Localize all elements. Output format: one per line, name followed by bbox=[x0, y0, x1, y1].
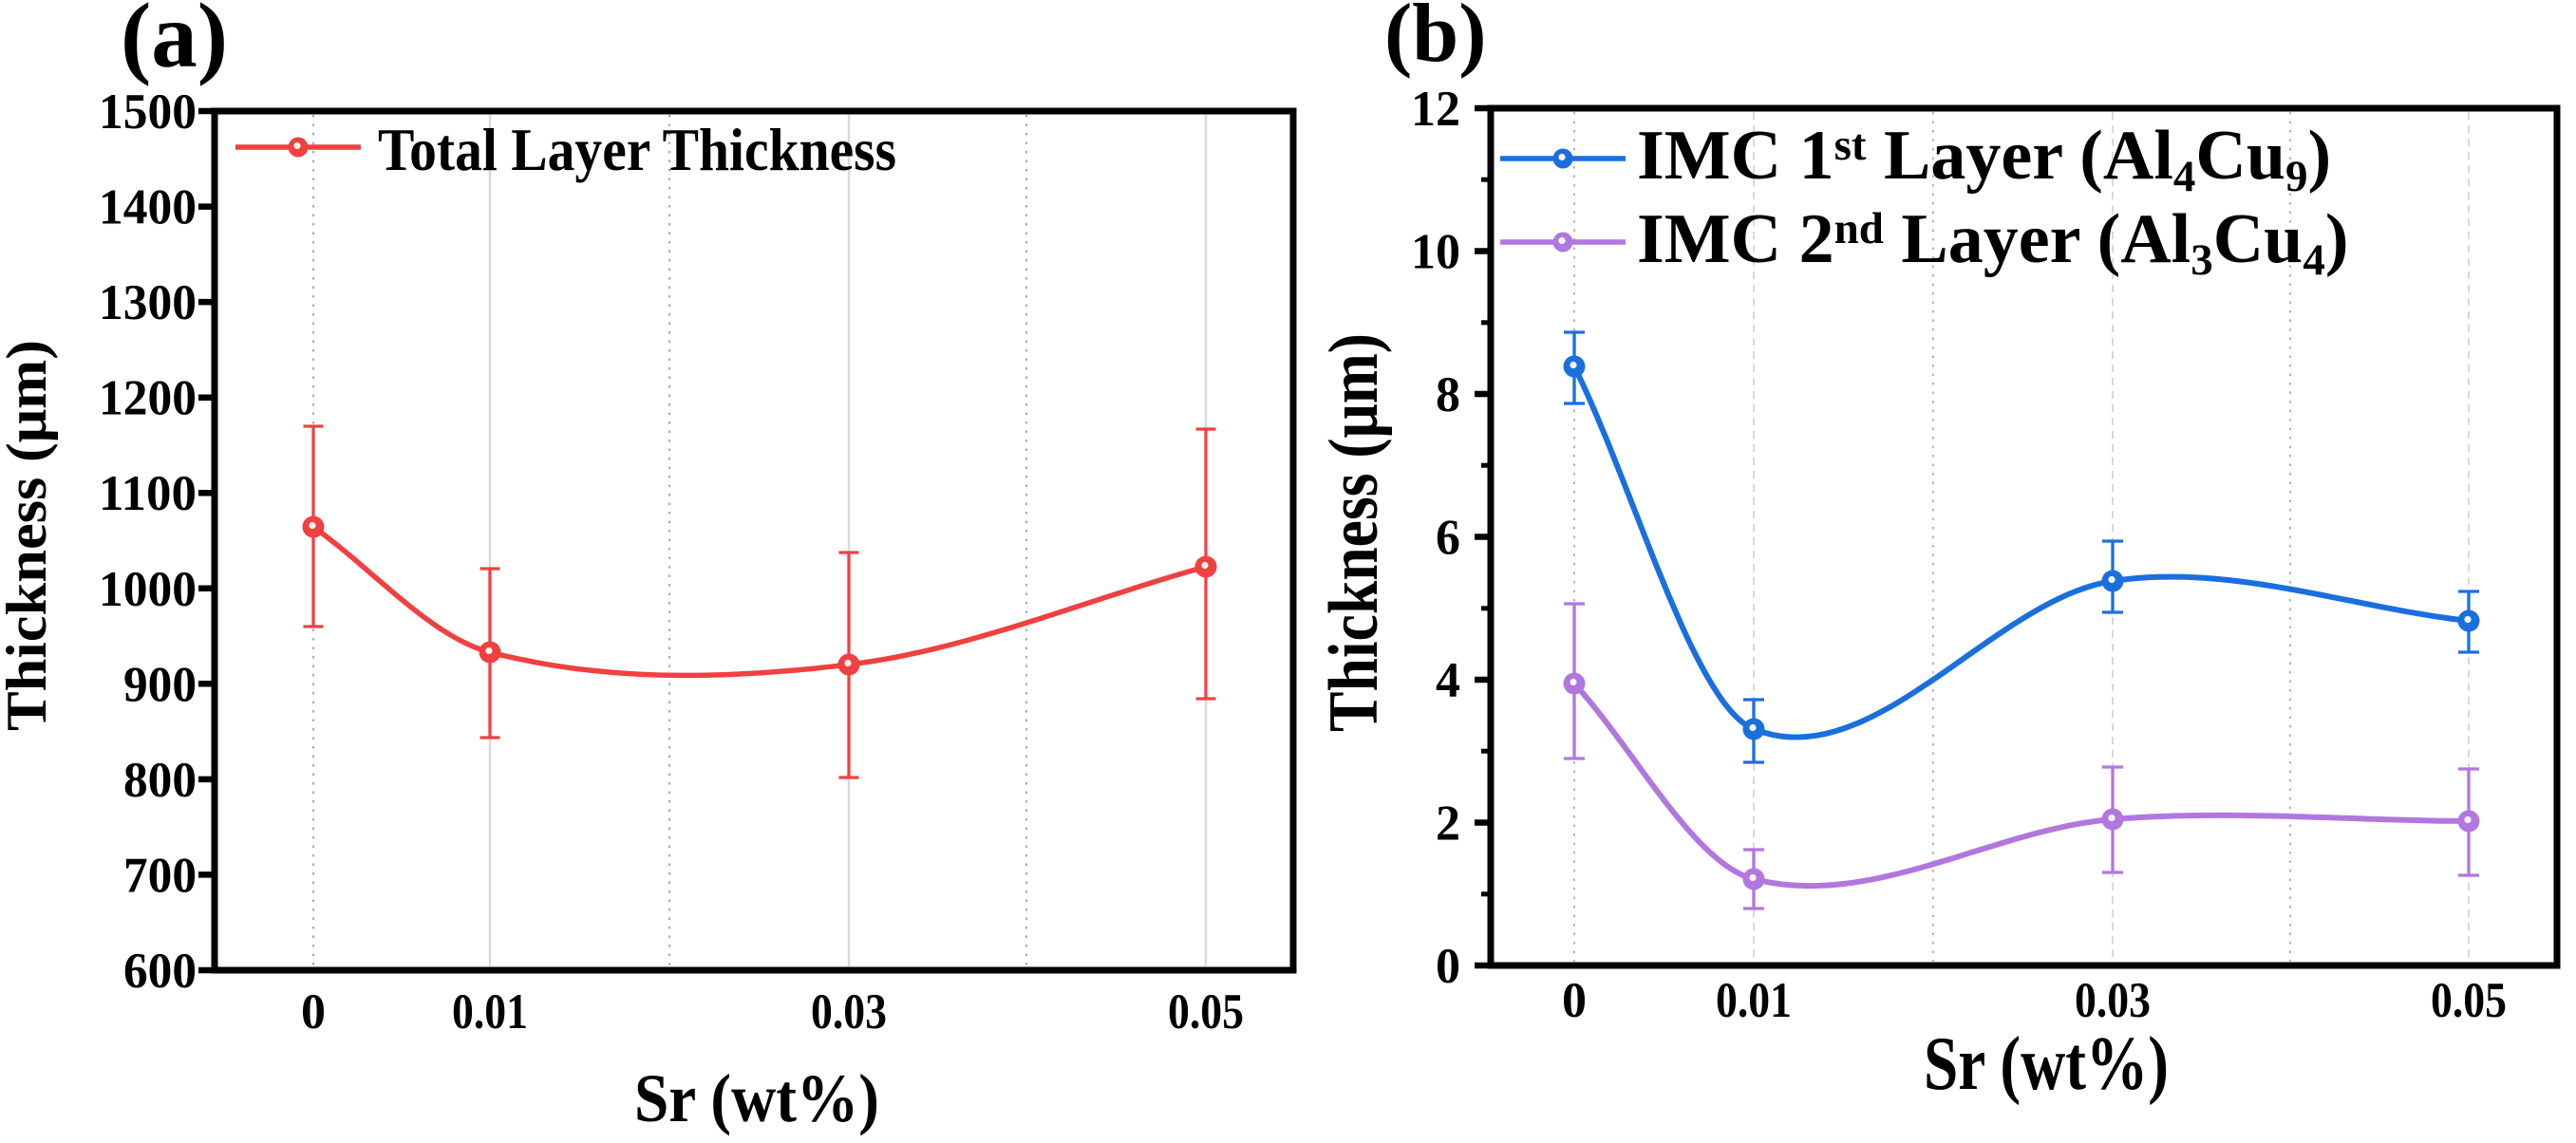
svg-text:0.03: 0.03 bbox=[2075, 973, 2151, 1028]
svg-text:(a): (a) bbox=[121, 0, 228, 86]
svg-text:0.05: 0.05 bbox=[2431, 973, 2507, 1028]
svg-text:8: 8 bbox=[1436, 367, 1460, 422]
svg-text:2: 2 bbox=[1436, 796, 1460, 852]
svg-text:6: 6 bbox=[1436, 511, 1460, 566]
svg-text:800: 800 bbox=[123, 753, 197, 808]
svg-text:Thickness (μm): Thickness (μm) bbox=[1315, 333, 1393, 732]
svg-text:Thickness (μm): Thickness (μm) bbox=[0, 340, 58, 731]
svg-text:0: 0 bbox=[1436, 939, 1460, 994]
svg-text:0.03: 0.03 bbox=[811, 984, 887, 1040]
svg-text:0: 0 bbox=[301, 984, 326, 1040]
svg-text:Sr (wt%): Sr (wt%) bbox=[634, 1060, 879, 1136]
svg-text:Total Layer Thickness: Total Layer Thickness bbox=[378, 117, 896, 183]
svg-text:4: 4 bbox=[1436, 653, 1460, 708]
svg-text:1200: 1200 bbox=[99, 371, 197, 426]
svg-text:IMC 1st Layer (Al4Cu9): IMC 1st Layer (Al4Cu9) bbox=[1637, 117, 2331, 201]
svg-text:600: 600 bbox=[123, 944, 197, 999]
svg-text:0.01: 0.01 bbox=[452, 984, 528, 1040]
svg-text:IMC 2nd Layer (Al3Cu4): IMC 2nd Layer (Al3Cu4) bbox=[1637, 200, 2349, 285]
svg-text:1400: 1400 bbox=[99, 180, 197, 235]
svg-text:1500: 1500 bbox=[99, 84, 197, 140]
svg-text:0.01: 0.01 bbox=[1716, 973, 1792, 1028]
svg-text:700: 700 bbox=[123, 848, 197, 903]
svg-text:0.05: 0.05 bbox=[1168, 984, 1244, 1040]
svg-text:12: 12 bbox=[1411, 82, 1460, 137]
svg-text:0: 0 bbox=[1562, 973, 1587, 1028]
svg-text:(b): (b) bbox=[1384, 0, 1487, 80]
svg-text:Sr (wt%): Sr (wt%) bbox=[1924, 1022, 2169, 1106]
svg-text:900: 900 bbox=[123, 657, 197, 712]
svg-text:10: 10 bbox=[1411, 225, 1460, 280]
svg-text:1100: 1100 bbox=[99, 466, 197, 521]
svg-text:1000: 1000 bbox=[99, 562, 197, 617]
svg-text:1300: 1300 bbox=[99, 275, 197, 330]
